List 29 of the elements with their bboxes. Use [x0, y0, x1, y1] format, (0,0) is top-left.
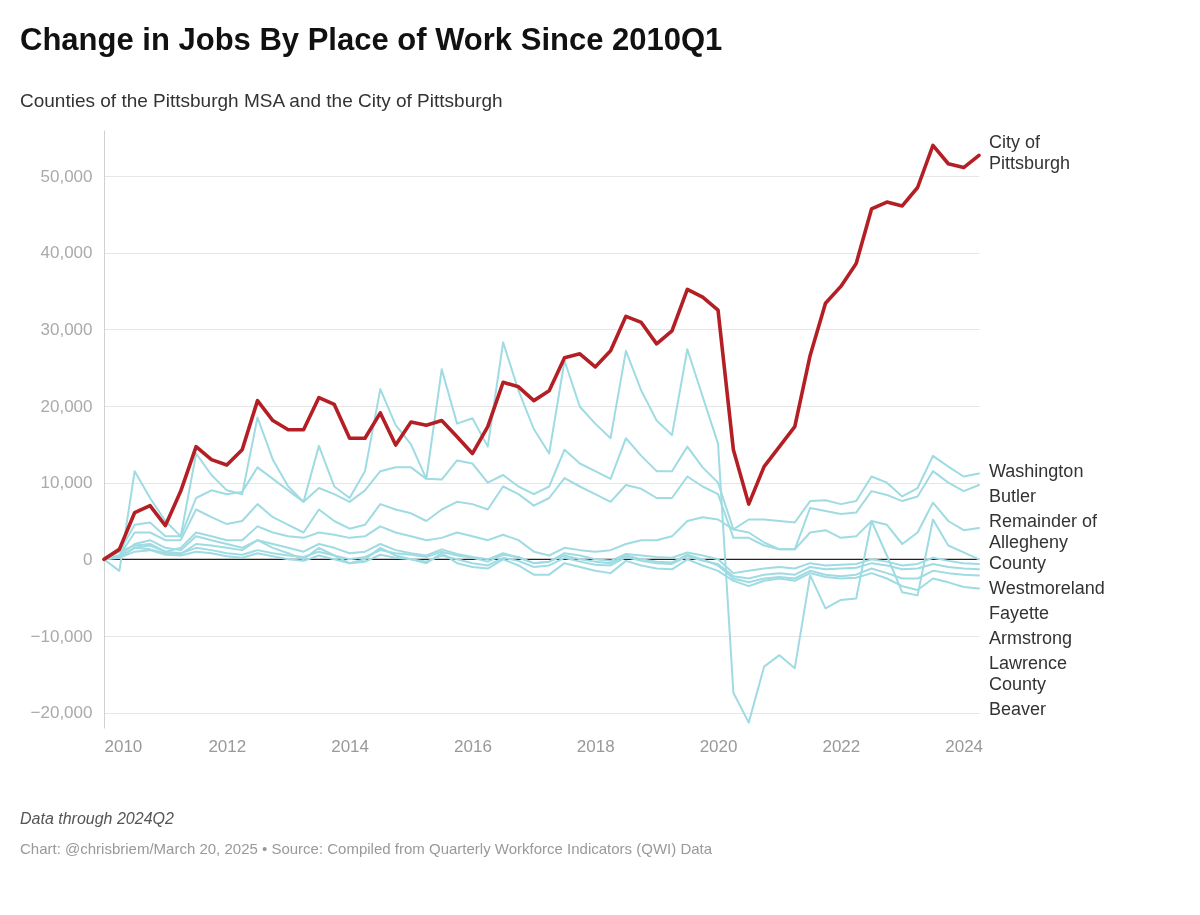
x-tick-label: 2024 [945, 736, 984, 756]
series-label: Butler [989, 485, 1037, 506]
y-tick-label: −20,000 [30, 703, 93, 723]
x-tick-label: 2018 [576, 736, 615, 756]
y-tick-label: 20,000 [40, 396, 93, 416]
text: Beaver [989, 698, 1047, 719]
series-label: City of Pittsburgh [989, 132, 1071, 174]
text: Armstrong [989, 627, 1073, 648]
text: Lawrence County [989, 652, 1068, 694]
series-label: Remainder of Allegheny County [989, 510, 1099, 573]
chart-subtitle: Counties of the Pittsburgh MSA and the City of Pittsburgh [20, 90, 503, 112]
y-tick-label: 30,000 [40, 319, 93, 339]
text: Data through 2024Q2 [20, 810, 175, 828]
text: Chart: @chrisbriem/March 20, 2025 • Source: Compiled from Quarterly Workforce Indicators (QWI) Data [20, 839, 714, 859]
series-label: Westmoreland [989, 577, 1105, 598]
x-tick-label: 2014 [331, 736, 370, 756]
y-tick-label: 10,000 [40, 473, 93, 493]
series-label: Washington [989, 460, 1084, 481]
x-tick-label: 2010 [104, 736, 143, 756]
chart-title: Change in Jobs By Place of Work Since 2010Q1 [20, 22, 723, 58]
y-tick-label: −10,000 [30, 626, 93, 646]
x-tick-label: 2022 [822, 736, 861, 756]
x-tick-label: 2012 [208, 736, 247, 756]
x-tick-label: 2020 [699, 736, 738, 756]
y-tick-label: 40,000 [40, 243, 93, 263]
x-tick-label: 2016 [454, 736, 492, 756]
text: Fayette [989, 602, 1050, 623]
y-tick-label: 0 [83, 549, 93, 569]
y-tick-label: 50,000 [40, 166, 93, 186]
